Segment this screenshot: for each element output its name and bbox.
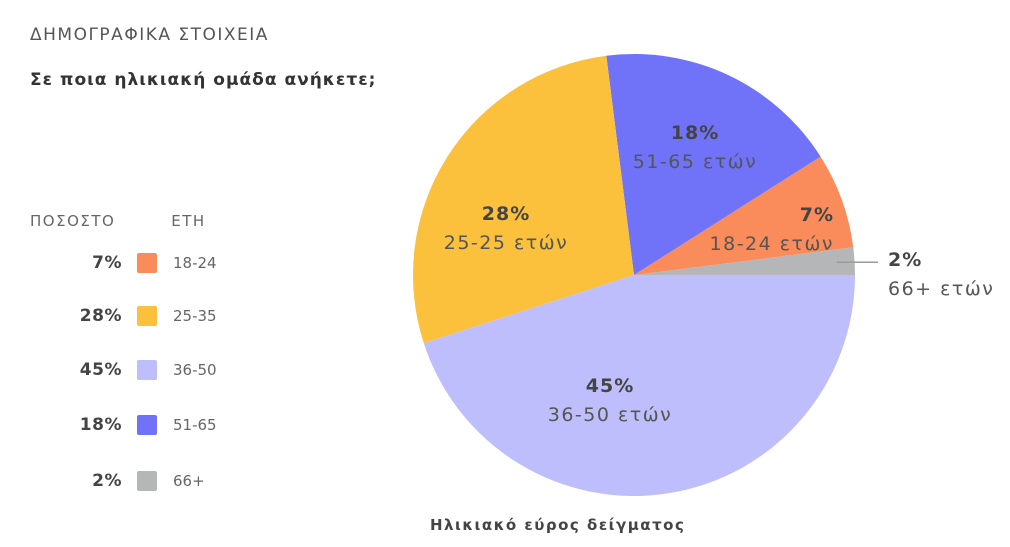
- slice-value-label: 18%: [671, 122, 719, 144]
- legend-range: 25-35: [173, 307, 217, 325]
- legend-swatch: [137, 253, 157, 273]
- pie-slice-2: [634, 156, 854, 275]
- legend-swatch: [137, 471, 157, 491]
- legend-header: ΠΟΣΟΣΤΟ ΕΤΗ: [30, 212, 206, 230]
- slice-category-label: 66+ ετών: [888, 278, 994, 300]
- legend-percent: 45%: [79, 360, 122, 380]
- legend-row-66-plus: 2% 66+: [30, 469, 205, 493]
- legend-percent: 7%: [92, 253, 122, 273]
- slice-value-label: 2%: [888, 249, 922, 271]
- legend-percent: 18%: [79, 415, 122, 435]
- slice-value-label: 7%: [800, 204, 834, 226]
- legend-header-range: ΕΤΗ: [171, 212, 206, 230]
- chart-caption: Ηλικιακό εύρος δείγματος: [430, 516, 686, 534]
- legend-row-36-50: 45% 36-50: [30, 358, 217, 382]
- pie-slice-1: [634, 247, 855, 275]
- slice-category-label: 25-25 ετών: [444, 232, 568, 254]
- slice-value-label: 28%: [482, 203, 530, 225]
- legend-row-25-35: 28% 25-35: [30, 304, 217, 328]
- legend-percent: 28%: [79, 306, 122, 326]
- legend-range: 51-65: [173, 416, 217, 434]
- slice-category-label: 18-24 ετών: [710, 233, 834, 255]
- pie-slice-5: [423, 275, 855, 497]
- legend-swatch: [137, 415, 157, 435]
- legend-header-percent: ΠΟΣΟΣΤΟ: [30, 212, 116, 230]
- slice-category-label: 36-50 ετών: [548, 404, 672, 426]
- legend-range: 36-50: [173, 361, 217, 379]
- slice-category-label: 51-65 ετών: [633, 151, 757, 173]
- legend-range: 18-24: [173, 254, 217, 272]
- legend-swatch: [137, 360, 157, 380]
- legend-row-51-65: 18% 51-65: [30, 413, 217, 437]
- slice-value-label: 45%: [586, 375, 634, 397]
- pie-slice-4: [412, 55, 634, 344]
- question-title: Σε ποια ηλικιακή ομάδα ανήκετε;: [30, 70, 377, 90]
- legend-percent: 2%: [92, 471, 122, 491]
- legend-range: 66+: [173, 472, 205, 490]
- section-title: ΔΗΜΟΓΡΑΦΙΚΑ ΣΤΟΙΧΕΙΑ: [30, 25, 269, 45]
- pie-slice-3: [606, 53, 821, 275]
- legend-row-18-24: 7% 18-24: [30, 251, 217, 275]
- legend-swatch: [137, 306, 157, 326]
